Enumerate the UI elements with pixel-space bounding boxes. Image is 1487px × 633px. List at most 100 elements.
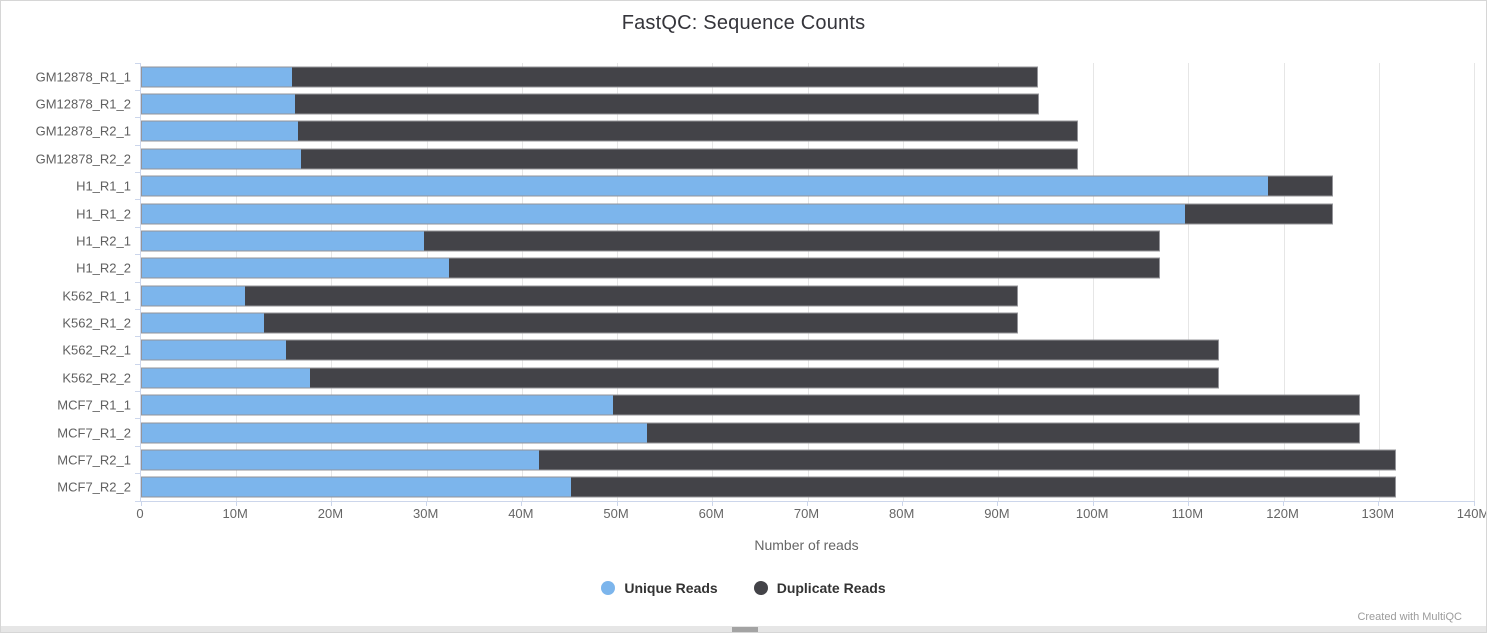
bar-rows: GM12878_R1_1 GM12878_R1_2 GM12878_R2_1 GM12… (36, 63, 1474, 501)
gridline (426, 63, 428, 501)
x-axis-tick (997, 501, 999, 506)
stacked-bar[interactable] (141, 148, 1078, 170)
bar-segment-duplicate-reads[interactable] (448, 258, 1159, 278)
bar-segment-duplicate-reads[interactable] (286, 340, 1218, 360)
legend-label: Duplicate Reads (776, 580, 886, 596)
bar-segment-unique-reads[interactable] (142, 176, 1269, 196)
category-label: MCF7_R1_2 (57, 425, 131, 441)
bar-segment-unique-reads[interactable] (142, 121, 298, 141)
category-label: GM12878_R1_1 (35, 69, 131, 85)
y-axis-tick (135, 473, 141, 475)
bar-segment-unique-reads[interactable] (142, 313, 264, 333)
stacked-bar[interactable] (141, 175, 1334, 197)
gridline (521, 63, 523, 501)
gridline (1474, 63, 1475, 501)
bar-segment-duplicate-reads[interactable] (1184, 204, 1333, 224)
y-axis-tick (135, 199, 141, 201)
y-axis-tick (135, 117, 141, 119)
x-axis-tick (235, 501, 237, 506)
bar-segment-unique-reads[interactable] (142, 368, 311, 388)
legend-item-unique-reads[interactable]: Unique Reads (601, 580, 718, 596)
x-axis-tick (1092, 501, 1094, 506)
bar-segment-duplicate-reads[interactable] (646, 423, 1359, 443)
horizontal-scrollbar-track[interactable] (1, 626, 1486, 632)
bar-segment-duplicate-reads[interactable] (294, 94, 1038, 114)
x-tick-label: 120M (1266, 506, 1299, 521)
category-label: MCF7_R2_1 (57, 452, 131, 468)
bar-row: H1_R2_1 (76, 227, 1474, 254)
category-label: MCF7_R2_2 (57, 479, 131, 495)
x-axis-tick (140, 501, 142, 506)
stacked-bar[interactable] (141, 312, 1018, 334)
bar-segment-duplicate-reads[interactable] (297, 121, 1077, 141)
bar-row: K562_R1_1 (62, 282, 1474, 309)
category-label: H1_R2_2 (76, 260, 131, 276)
bar-segment-duplicate-reads[interactable] (612, 395, 1359, 415)
stacked-bar[interactable] (141, 476, 1396, 498)
legend-marker-icon (601, 581, 616, 595)
bar-segment-duplicate-reads[interactable] (539, 450, 1395, 470)
bar-row: GM12878_R2_2 (36, 145, 1474, 172)
stacked-bar[interactable] (141, 449, 1396, 471)
bar-segment-unique-reads[interactable] (142, 149, 301, 169)
stacked-bar[interactable] (141, 120, 1078, 142)
category-label: GM12878_R2_1 (35, 123, 131, 139)
category-label: MCF7_R1_1 (57, 397, 131, 413)
bar-row: MCF7_R1_1 (57, 392, 1474, 419)
bar-segment-unique-reads[interactable] (142, 204, 1185, 224)
bar-segment-unique-reads[interactable] (142, 94, 295, 114)
bar-segment-duplicate-reads[interactable] (244, 286, 1017, 306)
bar-row: MCF7_R1_2 (57, 419, 1474, 446)
gridline (997, 63, 999, 501)
y-axis-tick (135, 254, 141, 256)
stacked-bar[interactable] (141, 230, 1160, 252)
bar-segment-unique-reads[interactable] (142, 231, 425, 251)
y-axis-tick (135, 391, 141, 392)
category-label: GM12878_R1_2 (35, 96, 131, 112)
stacked-bar[interactable] (141, 339, 1219, 361)
multiqc-credits-link[interactable]: Created with MultiQC (1357, 611, 1462, 623)
stacked-bar[interactable] (141, 285, 1018, 307)
bar-segment-duplicate-reads[interactable] (1268, 176, 1333, 196)
bar-segment-unique-reads[interactable] (142, 423, 647, 443)
bar-row: K562_R2_1 (62, 337, 1474, 364)
bar-segment-duplicate-reads[interactable] (310, 368, 1218, 388)
y-axis-tick (135, 89, 141, 91)
bar-segment-duplicate-reads[interactable] (570, 477, 1395, 497)
x-tick-label: 100M (1075, 506, 1109, 521)
stacked-bar[interactable] (141, 93, 1039, 115)
bar-segment-unique-reads[interactable] (142, 286, 245, 306)
legend: Unique Reads Duplicate Reads (1, 580, 1486, 596)
stacked-bar[interactable] (141, 394, 1360, 416)
bar-segment-unique-reads[interactable] (142, 340, 287, 360)
x-tick-label: 30M (412, 506, 439, 521)
gridline (902, 63, 904, 501)
x-tick-label: 60M (698, 506, 724, 521)
bar-segment-unique-reads[interactable] (142, 395, 613, 415)
legend-item-duplicate-reads[interactable]: Duplicate Reads (753, 580, 886, 596)
stacked-bar[interactable] (141, 203, 1334, 225)
x-axis-tick (1378, 501, 1380, 506)
stacked-bar[interactable] (141, 422, 1360, 444)
bar-segment-unique-reads[interactable] (142, 258, 449, 278)
bar-row: H1_R2_2 (76, 255, 1474, 282)
category-label: GM12878_R2_2 (35, 151, 131, 167)
bar-segment-unique-reads[interactable] (142, 450, 540, 470)
bar-segment-unique-reads[interactable] (142, 67, 293, 87)
horizontal-scrollbar-thumb[interactable] (732, 627, 758, 632)
x-tick-label: 70M (793, 506, 820, 521)
stacked-bar[interactable] (141, 66, 1038, 88)
bar-segment-duplicate-reads[interactable] (263, 313, 1017, 333)
x-axis-tick (711, 501, 713, 506)
x-axis-tick (330, 501, 332, 506)
y-axis-tick (135, 336, 141, 338)
legend-label: Unique Reads (624, 580, 718, 596)
bar-segment-duplicate-reads[interactable] (292, 67, 1037, 87)
stacked-bar[interactable] (141, 257, 1160, 279)
stacked-bar[interactable] (141, 367, 1219, 389)
bar-segment-duplicate-reads[interactable] (300, 149, 1077, 169)
category-label: K562_R1_1 (62, 288, 131, 304)
bar-segment-duplicate-reads[interactable] (424, 231, 1159, 251)
x-axis-tick (902, 501, 904, 506)
bar-segment-unique-reads[interactable] (142, 477, 571, 497)
